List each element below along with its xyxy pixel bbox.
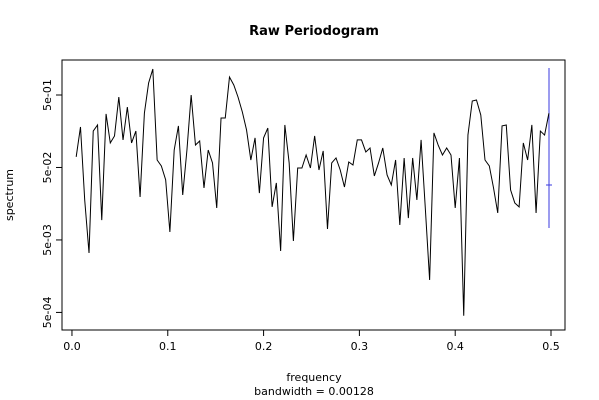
- x-tick-label: 0.3: [351, 340, 369, 353]
- x-tick-label: 0.1: [159, 340, 177, 353]
- x-axis-label: frequency: [286, 371, 342, 384]
- x-tick-label: 0.0: [63, 340, 81, 353]
- y-axis-label: spectrum: [3, 169, 16, 221]
- y-tick-label: 5e-02: [41, 152, 54, 184]
- y-tick-label: 5e-01: [41, 79, 54, 111]
- y-tick-label: 5e-03: [41, 224, 54, 256]
- x-tick-label: 0.4: [446, 340, 464, 353]
- x-axis-sublabel: bandwidth = 0.00128: [254, 385, 374, 398]
- spectrum-line: [75, 68, 550, 316]
- x-tick-label: 0.5: [542, 340, 560, 353]
- plot-frame: [61, 59, 566, 331]
- chart-title: Raw Periodogram: [249, 24, 379, 39]
- ci-bar: [546, 68, 552, 228]
- y-tick-label: 5e-04: [41, 297, 54, 329]
- x-tick-label: 0.2: [255, 340, 273, 353]
